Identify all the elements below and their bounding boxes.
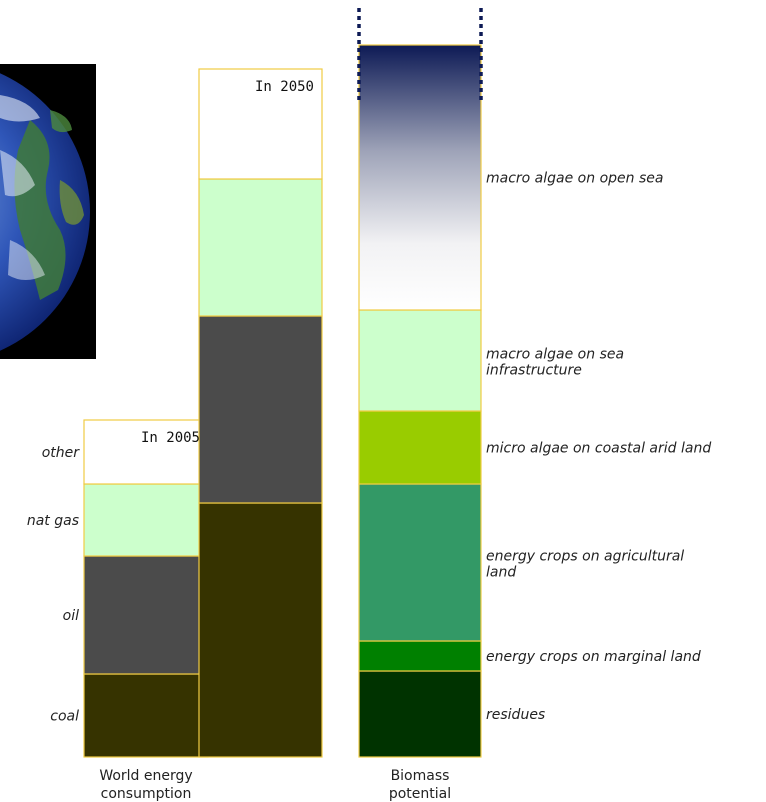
earth-image — [0, 64, 96, 359]
bar-1-coal — [198, 502, 323, 758]
biomass-seg-5 — [358, 44, 482, 311]
biomass-seg-3 — [358, 410, 482, 485]
bar-0-other — [83, 419, 209, 485]
biomass-seg-2 — [358, 483, 482, 642]
bar-0-oil — [83, 555, 209, 675]
biomass-label-5: macro algae on open sea — [486, 171, 663, 187]
biomass-seg-1 — [358, 640, 482, 672]
world-energy-caption-2: consumption — [101, 786, 192, 802]
biomass-caption-2: potential — [389, 786, 451, 802]
bar-label-1: In 2050 — [255, 79, 314, 95]
category-label-oil: oil — [63, 608, 79, 624]
world-energy-caption-1: World energy — [99, 768, 192, 784]
world-energy-bars — [83, 68, 323, 758]
biomass-label-1: energy crops on marginal land — [486, 649, 701, 665]
bar-0-nat-gas — [83, 483, 209, 557]
category-label-nat-gas: nat gas — [27, 513, 79, 529]
bar-1-oil — [198, 315, 323, 504]
chart-labels: In 2005 coal oil nat gas other In 2050 World e… — [27, 79, 711, 802]
bar-0-coal — [83, 673, 209, 758]
bar-label-0: In 2005 — [141, 430, 200, 446]
biomass-label-3: micro algae on coastal arid land — [486, 441, 711, 457]
bar-1-other — [198, 68, 323, 180]
biomass-seg-4 — [358, 309, 482, 412]
biomass-bar — [357, 8, 483, 758]
category-label-other: other — [42, 445, 81, 461]
biomass-label-2: energy crops on agricultural land — [486, 549, 684, 581]
biomass-caption-1: Biomass — [391, 768, 450, 784]
bar-1-nat-gas — [198, 178, 323, 317]
biomass-label-4: macro algae on sea infrastructure — [486, 347, 624, 379]
category-label-coal: coal — [50, 709, 79, 725]
biomass-seg-0 — [358, 670, 482, 758]
biomass-label-0: residues — [486, 707, 545, 723]
